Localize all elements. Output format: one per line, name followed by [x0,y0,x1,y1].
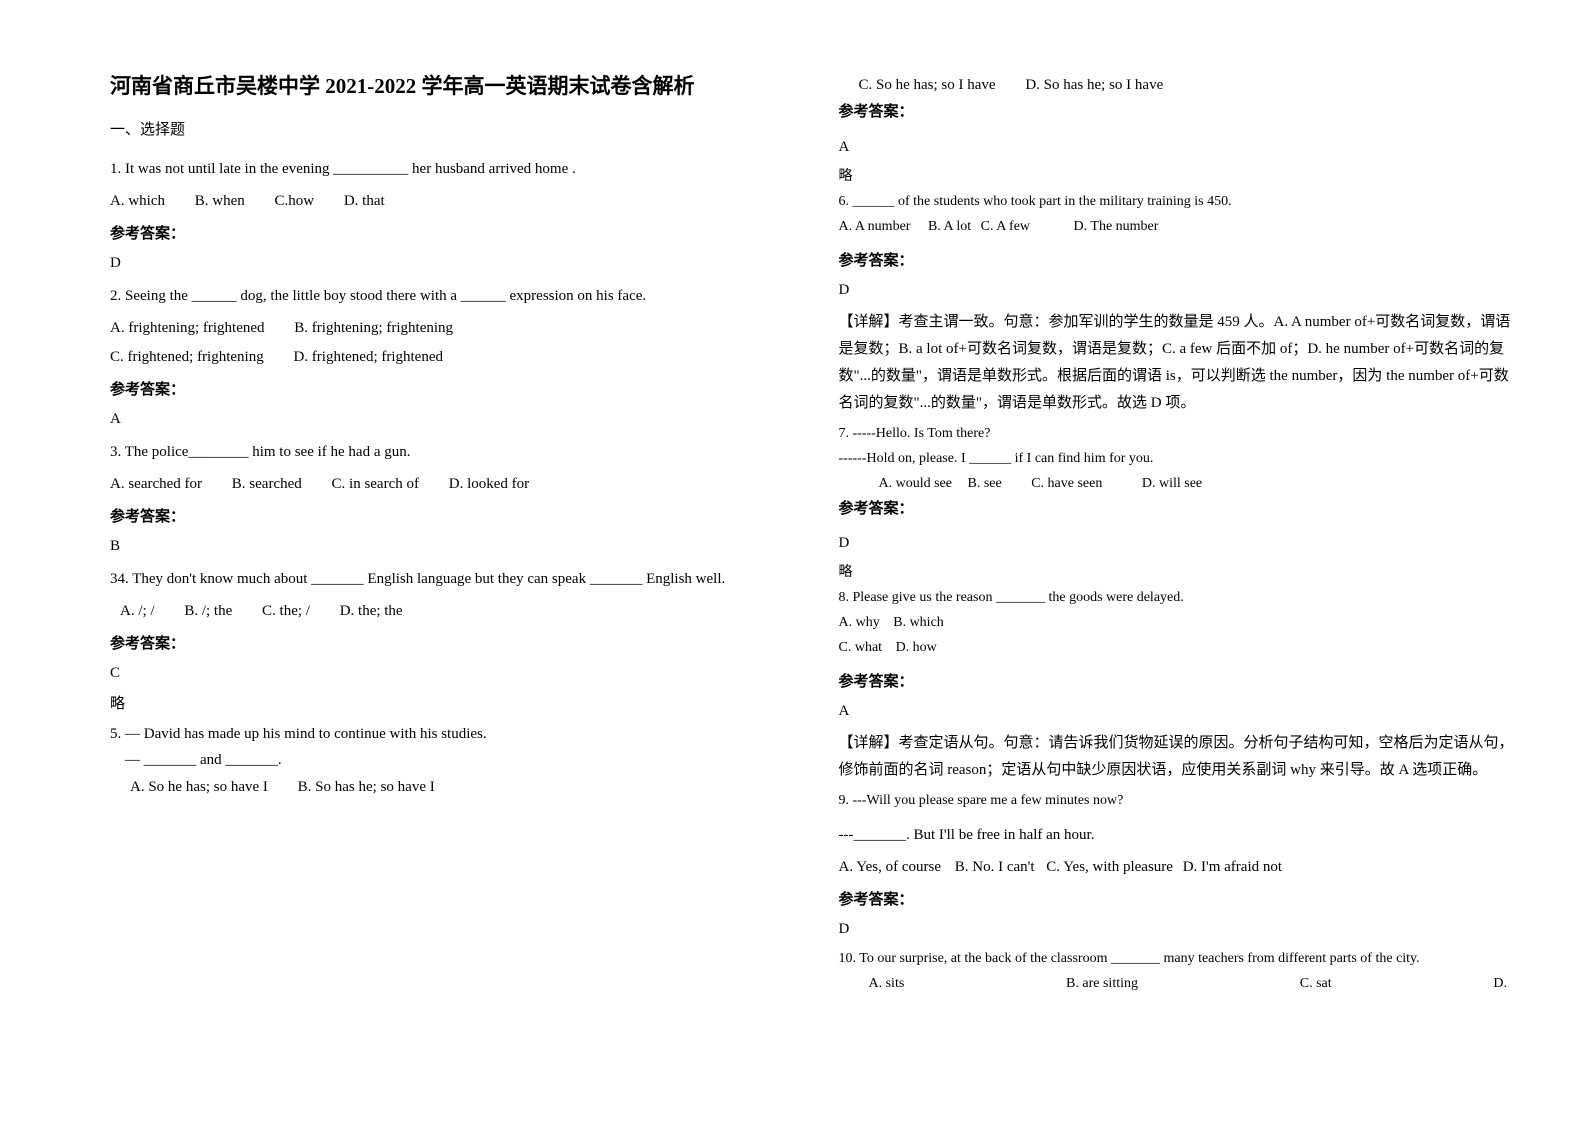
question-7-options: A. would see B. see C. have seen D. will… [839,473,1518,494]
left-column: 河南省商丘市吴楼中学 2021-2022 学年高一英语期末试卷含解析 一、选择题… [90,70,829,1092]
answer-label: 参考答案： [110,632,789,653]
question-6-text: 6. ______ of the students who took part … [839,191,1518,212]
answer-label: 参考答案： [110,505,789,526]
opt: D. how [896,637,937,658]
question-1-text: 1. It was not until late in the evening … [110,157,789,181]
question-2-text: 2. Seeing the ______ dog, the little boy… [110,284,789,308]
opt: D. will see [1142,473,1202,494]
opt: D. frightened; frightened [293,349,443,366]
question-6-options: A. A number B. A lot C. A few D. The num… [839,216,1518,237]
opt: A. why [839,612,880,633]
opt: C. frightened; frightening [110,349,264,366]
opt: D. So has he; so I have [1025,74,1163,97]
opt: C.how [275,193,315,210]
opt: A. searched for [110,476,202,493]
answer-note: 略 [839,562,1518,583]
opt: A. would see [879,473,953,494]
opt: D. The number [1074,216,1159,237]
question-7-line2: ------Hold on, please. I ______ if I can… [839,448,1518,469]
opt: C. the; / [262,603,310,620]
answer-value: D [839,535,1518,552]
question-9-line2: ---_______. But I'll be free in half an … [839,823,1518,847]
question-3-options: A. searched for B. searched C. in search… [110,476,789,493]
answer-label: 参考答案： [839,888,1518,909]
opt: D. looked for [449,476,529,493]
opt: B. see [968,473,1002,494]
opt: A. A number [839,216,911,237]
opt: B. No. I can't [955,859,1035,876]
opt: C. in search of [332,476,419,493]
question-10-text: 10. To our surprise, at the back of the … [839,948,1518,969]
opt: B. which [893,612,944,633]
opt: A. frightening; frightened [110,320,265,337]
opt: D. the; the [340,603,403,620]
opt: B. are sitting [1066,973,1138,994]
section-heading: 一、选择题 [110,118,789,139]
answer-value: D [839,921,1518,938]
question-2-options-row2: C. frightened; frightening D. frightened… [110,349,789,366]
opt: D. that [344,193,385,210]
opt: B. So has he; so have I [298,776,435,799]
opt: A. Yes, of course [839,859,942,876]
answer-value: C [110,665,789,682]
opt: B. /; the [184,603,232,620]
opt: C. have seen [1031,473,1102,494]
answer-note: 略 [110,692,789,713]
question-5-line2: — _______ and _______. [110,749,789,772]
opt: B. searched [232,476,302,493]
opt: D. I'm afraid not [1183,859,1282,876]
opt: C. A few [981,216,1030,237]
opt: A. /; / [120,603,155,620]
answer-value: D [839,282,1518,299]
question-8-options-row1: A. why B. which [839,612,1518,633]
opt: B. frightening; frightening [294,320,453,337]
question-9-options: A. Yes, of course B. No. I can't C. Yes,… [839,859,1518,876]
answer-value: A [839,139,1518,156]
question-7-line1: 7. -----Hello. Is Tom there? [839,423,1518,444]
question-9-line1: 9. ---Will you please spare me a few min… [839,790,1518,811]
question-3-text: 3. The police________ him to see if he h… [110,440,789,464]
question-10-options: A. sits B. are sitting C. sat D. [839,973,1518,994]
opt: C. sat [1300,973,1332,994]
answer-value: B [110,538,789,555]
question-5-options-row2: C. So he has; so I have D. So has he; so… [839,74,1518,97]
question-2-options-row1: A. frightening; frightened B. frightenin… [110,320,789,337]
answer-label: 参考答案： [839,670,1518,691]
question-4-options: A. /; / B. /; the C. the; / D. the; the [110,603,789,620]
opt: B. A lot [928,216,971,237]
answer-value: D [110,255,789,272]
answer-label: 参考答案： [839,249,1518,270]
answer-value: A [839,703,1518,720]
document-title: 河南省商丘市吴楼中学 2021-2022 学年高一英语期末试卷含解析 [110,70,789,104]
answer-note: 略 [839,166,1518,187]
page: 河南省商丘市吴楼中学 2021-2022 学年高一英语期末试卷含解析 一、选择题… [0,0,1587,1122]
question-8-options-row2: C. what D. how [839,637,1518,658]
question-4-text: 34. They don't know much about _______ E… [110,567,789,591]
answer-label: 参考答案： [110,222,789,243]
question-1-options: A. which B. when C.how D. that [110,193,789,210]
answer-label: 参考答案： [839,498,1518,521]
answer-detail: 【详解】考查定语从句。句意：请告诉我们货物延误的原因。分析句子结构可知，空格后为… [839,730,1518,784]
opt: C. what [839,637,883,658]
opt: A. which [110,193,165,210]
opt: B. when [195,193,245,210]
question-5-options-row1: A. So he has; so have I B. So has he; so… [110,776,789,799]
question-5-line1: 5. — David has made up his mind to conti… [110,723,789,746]
question-8-text: 8. Please give us the reason _______ the… [839,587,1518,608]
opt: C. Yes, with pleasure [1046,859,1173,876]
answer-label: 参考答案： [110,378,789,399]
opt: D. [1493,973,1507,994]
right-column: C. So he has; so I have D. So has he; so… [829,70,1538,1092]
opt: A. So he has; so have I [130,776,268,799]
answer-label: 参考答案： [839,101,1518,124]
answer-value: A [110,411,789,428]
opt: C. So he has; so I have [859,74,996,97]
answer-detail: 【详解】考查主谓一致。句意：参加军训的学生的数量是 459 人。A. A num… [839,309,1518,417]
opt: A. sits [869,973,905,994]
